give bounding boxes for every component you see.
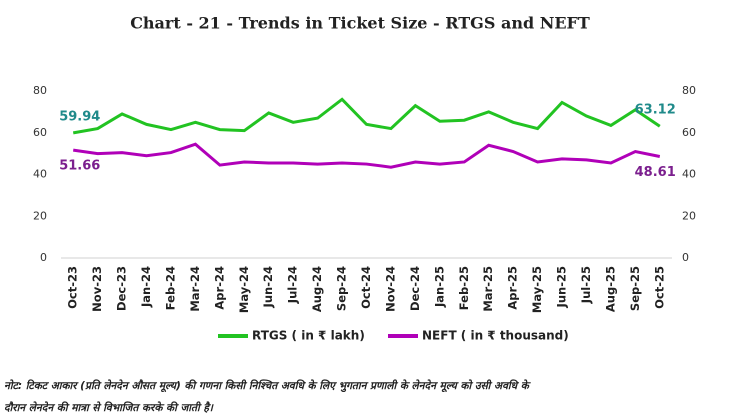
x-tick-label: Oct-23 xyxy=(66,266,80,309)
series-line xyxy=(73,142,661,169)
x-tick-label: May-25 xyxy=(530,266,544,313)
x-tick-label: Jul-24 xyxy=(286,266,300,304)
y-tick-label: 60 xyxy=(33,126,47,139)
y-tick-label: 0 xyxy=(40,251,47,264)
x-tick-label: Jun-25 xyxy=(555,266,569,308)
x-tick-label: Dec-24 xyxy=(408,266,422,311)
x-tick-label: Mar-24 xyxy=(188,266,202,312)
x-tick-label: Aug-24 xyxy=(310,266,324,312)
legend-label: NEFT ( in ₹ thousand) xyxy=(422,329,569,343)
x-tick-label: Apr-24 xyxy=(212,266,226,310)
data-label: 48.61 xyxy=(635,165,676,180)
x-tick-label: Nov-23 xyxy=(90,266,104,312)
y-tick-label: 20 xyxy=(33,209,47,222)
chart-title: Chart - 21 - Trends in Ticket Size - RTG… xyxy=(130,14,590,33)
x-tick-label: Feb-24 xyxy=(163,266,177,310)
note: नोट: टिकट आकार (प्रति लेनदेन औसत मूल्य) … xyxy=(4,379,532,393)
x-tick-label: Sep-24 xyxy=(335,266,349,311)
x-tick-label: Mar-25 xyxy=(481,266,495,312)
data-label: 59.94 xyxy=(59,109,100,124)
x-tick-label: Apr-25 xyxy=(506,266,520,310)
x-tick-label: Oct-25 xyxy=(652,266,666,309)
y2-tick-label: 0 xyxy=(682,251,689,264)
y-tick-label: 80 xyxy=(33,84,47,97)
data-label: 51.66 xyxy=(59,159,100,174)
x-tick-label: Jun-24 xyxy=(261,266,275,308)
y2-tick-label: 20 xyxy=(682,209,696,222)
y2-tick-label: 60 xyxy=(682,126,696,139)
x-tick-label: Sep-25 xyxy=(628,266,642,311)
note: दौरान लेनदेन की मात्रा से विभाजित करके क… xyxy=(4,401,214,414)
x-tick-label: Jan-25 xyxy=(432,266,446,308)
x-tick-label: Feb-25 xyxy=(457,266,471,310)
legend-label: RTGS ( in ₹ lakh) xyxy=(252,329,365,343)
x-tick-label: Aug-25 xyxy=(603,266,617,312)
x-tick-label: Dec-23 xyxy=(115,266,129,311)
y-tick-label: 40 xyxy=(33,168,47,181)
x-tick-label: May-24 xyxy=(237,266,251,313)
x-tick-label: Nov-24 xyxy=(383,266,397,312)
series-line xyxy=(72,97,661,135)
data-label: 63.12 xyxy=(635,103,676,118)
x-tick-label: Jan-24 xyxy=(139,266,153,308)
y2-tick-label: 40 xyxy=(682,168,696,181)
y2-tick-label: 80 xyxy=(682,84,696,97)
x-tick-label: Jul-25 xyxy=(579,266,593,304)
x-tick-label: Oct-24 xyxy=(359,266,373,309)
